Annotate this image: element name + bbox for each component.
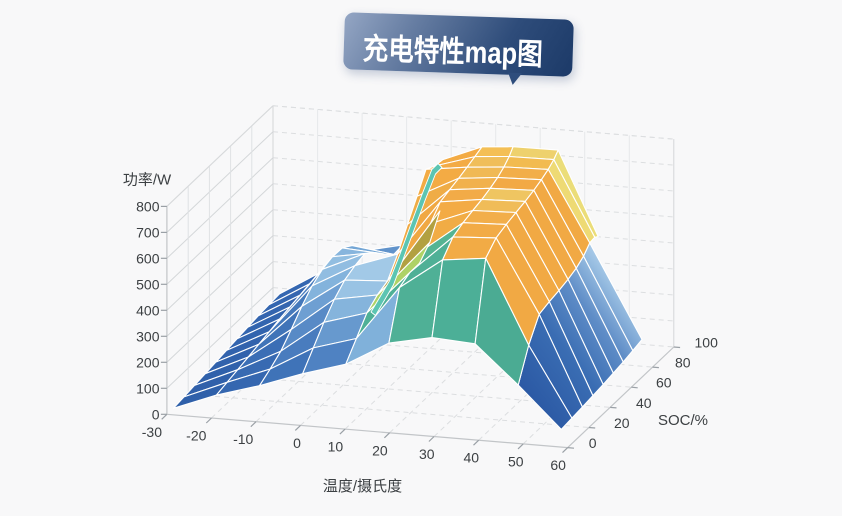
svg-text:10: 10 [328, 439, 344, 455]
svg-text:300: 300 [136, 328, 160, 344]
svg-text:60: 60 [656, 375, 672, 391]
svg-text:20: 20 [372, 442, 388, 458]
svg-text:800: 800 [136, 198, 160, 214]
svg-text:SOC/%: SOC/% [658, 412, 708, 429]
svg-text:20: 20 [614, 415, 630, 431]
svg-text:200: 200 [136, 354, 160, 370]
svg-text:-30: -30 [142, 424, 162, 440]
svg-text:400: 400 [136, 302, 160, 318]
svg-text:80: 80 [675, 355, 691, 371]
svg-text:0: 0 [589, 435, 597, 451]
svg-text:50: 50 [508, 453, 524, 469]
svg-text:100: 100 [695, 335, 719, 351]
svg-text:功率/W: 功率/W [123, 172, 172, 189]
svg-text:0: 0 [293, 435, 301, 451]
svg-text:30: 30 [419, 446, 435, 462]
svg-text:600: 600 [136, 250, 160, 266]
svg-text:500: 500 [136, 276, 160, 292]
svg-text:100: 100 [136, 380, 160, 396]
svg-text:-20: -20 [186, 428, 206, 444]
svg-text:60: 60 [550, 457, 566, 473]
svg-text:700: 700 [136, 224, 160, 240]
svg-text:-10: -10 [233, 431, 253, 447]
svg-text:0: 0 [152, 406, 160, 422]
svg-text:40: 40 [464, 450, 480, 466]
svg-text:温度/摄氏度: 温度/摄氏度 [323, 478, 402, 495]
svg-text:40: 40 [636, 395, 652, 411]
